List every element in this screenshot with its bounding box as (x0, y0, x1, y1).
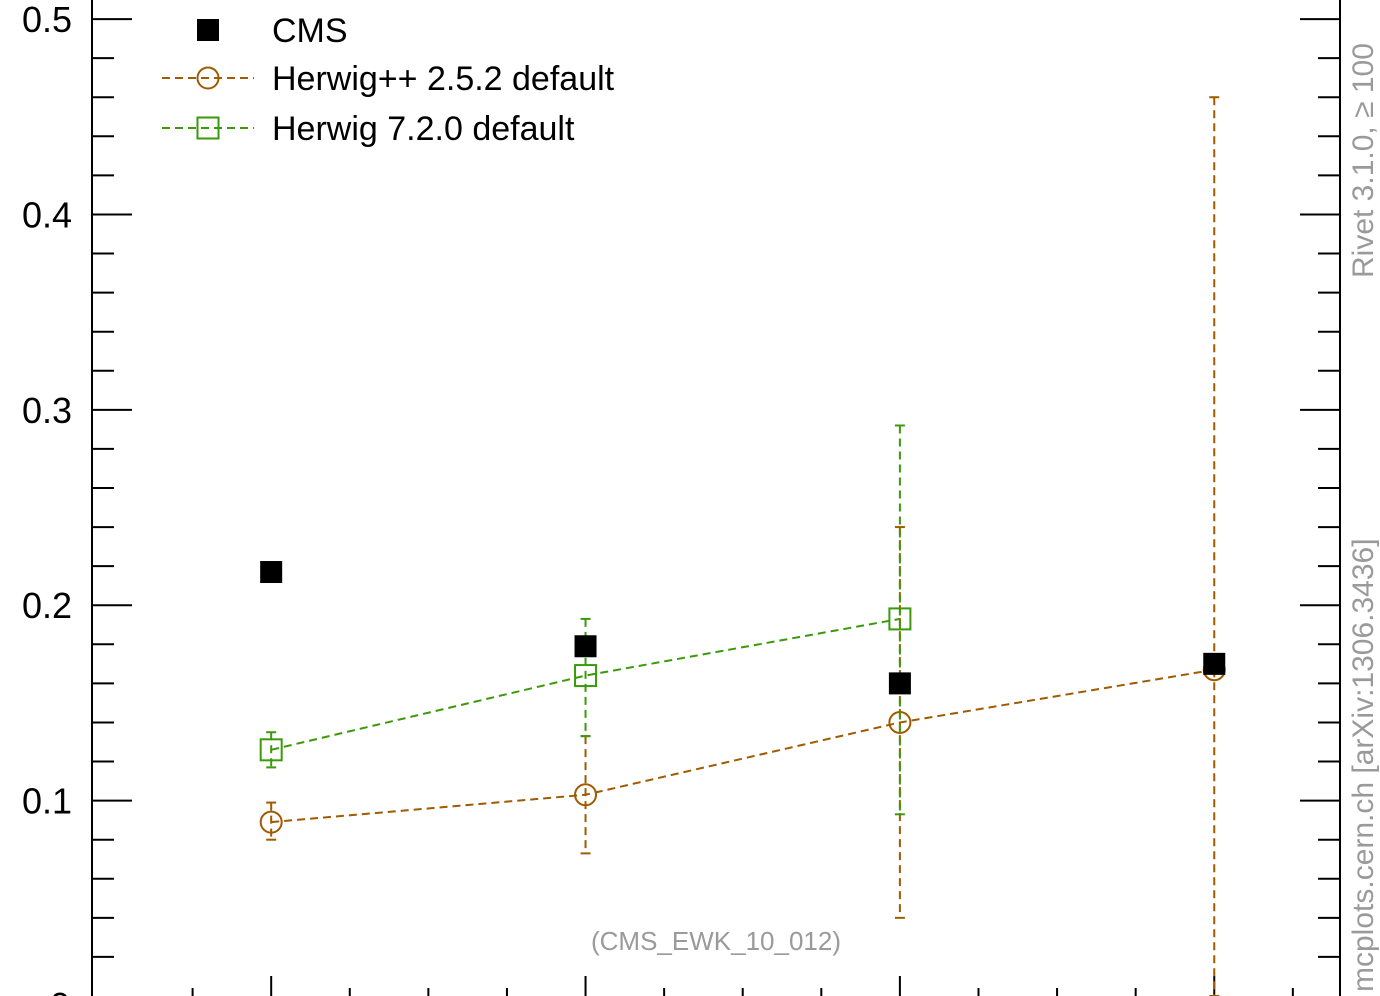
legend-label: CMS (272, 12, 348, 50)
y-tick-label: 0.5 (22, 0, 72, 40)
y-tick-label: 0.1 (22, 781, 72, 822)
data-point-marker (888, 672, 911, 695)
series-line (270, 617, 901, 751)
series-herwig-2-5-2-default (259, 96, 1226, 996)
data-point-marker (574, 783, 598, 807)
data-point-marker (197, 19, 219, 41)
data-point-marker (574, 664, 598, 688)
legend-entry: Herwig++ 2.5.2 default (162, 60, 615, 98)
data-point-marker (259, 738, 283, 762)
bottom-partial-label: 0 (50, 985, 70, 996)
data-point-marker (196, 116, 220, 140)
tick-labels: 0.1 0.2 0.3 0.4 0.5 (22, 0, 72, 822)
data-point-marker (260, 561, 283, 584)
axis-ticks (92, 18, 1340, 996)
data-point-marker (259, 810, 283, 834)
series-herwig-7-2-0-default (259, 424, 912, 816)
legend-label: Herwig 7.2.0 default (272, 110, 575, 148)
legend: CMS Herwig++ 2.5.2 default Herwig 7.2.0 de… (162, 12, 615, 148)
legend-entry: Herwig 7.2.0 default (162, 110, 575, 148)
legend-entry: CMS (197, 12, 348, 50)
plot-frame (91, 0, 1341, 996)
data-point-marker (574, 635, 597, 658)
annotation-label: (CMS_EWK_10_012) (591, 926, 841, 956)
data-point-marker (196, 66, 220, 90)
side-text-bottom: mcplots.cern.ch [arXiv:1306.3436] (1347, 538, 1380, 992)
legend-label: Herwig++ 2.5.2 default (272, 60, 615, 98)
y-tick-label: 0.2 (22, 585, 72, 626)
data-point-marker (888, 607, 912, 631)
data-series (259, 96, 1226, 996)
series-cms (260, 561, 1226, 695)
y-tick-label: 0.4 (22, 194, 72, 235)
data-point-marker (1203, 652, 1226, 675)
side-text-top: Rivet 3.1.0, ≥ 100 (1347, 43, 1380, 278)
y-tick-label: 0.3 (22, 390, 72, 431)
series-line (271, 668, 1215, 824)
